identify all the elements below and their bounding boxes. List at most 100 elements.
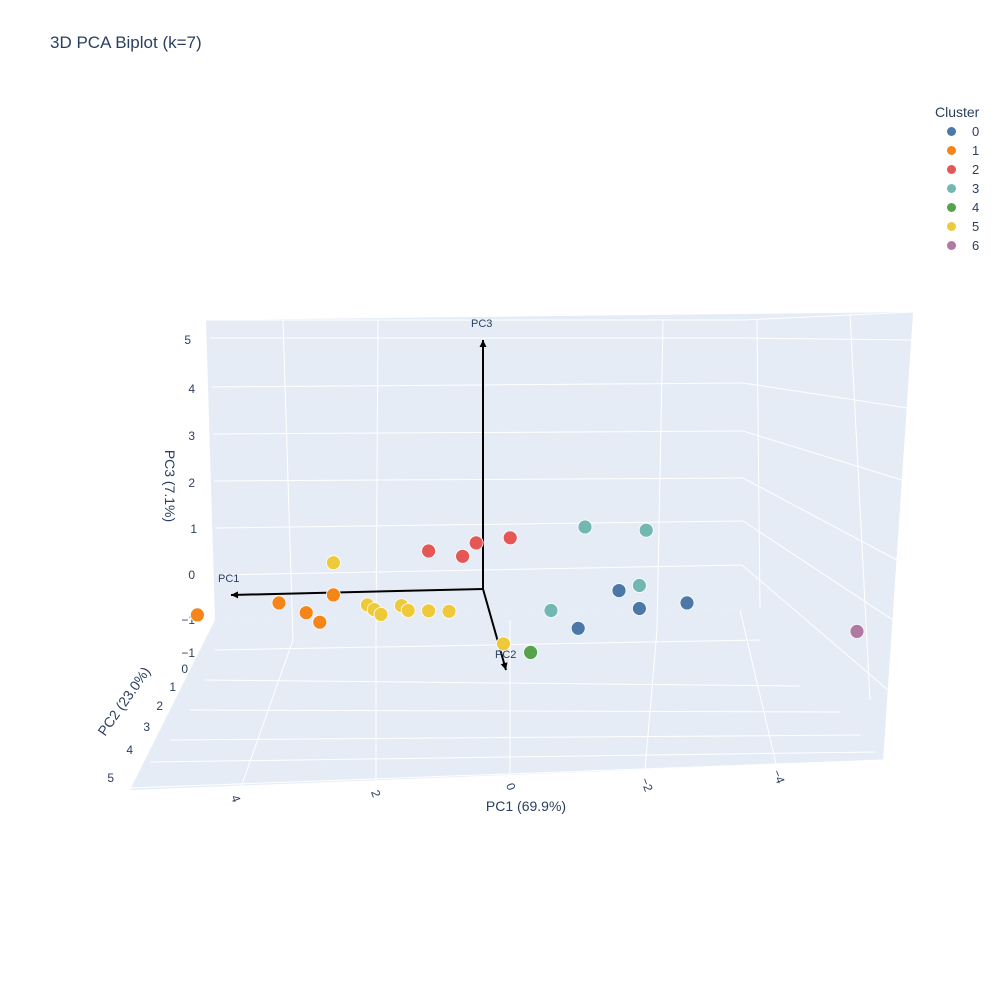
arrow-pc2: [482, 588, 507, 671]
legend-label: 2: [972, 162, 980, 177]
data-point-cluster-5: [441, 603, 457, 619]
arrowhead-pc2: [500, 662, 508, 670]
legend-item-cluster-4[interactable]: 4: [935, 198, 979, 217]
grid-line-x-back-4: [849, 313, 871, 701]
y-tick-label: 0: [181, 662, 188, 676]
grid-line-y-floor-2: [189, 709, 841, 713]
data-point-cluster-2: [468, 535, 484, 551]
z-tick-label: 5: [184, 333, 191, 347]
data-point-cluster-5: [495, 636, 511, 652]
z-tick-label: 3: [188, 429, 195, 443]
data-point-cluster-2: [421, 543, 437, 559]
grid-line-z-5: [214, 520, 744, 529]
data-point-cluster-1: [325, 587, 341, 603]
legend-marker: [947, 203, 956, 212]
legend-marker: [947, 241, 956, 250]
grid-line-side-5: [742, 520, 894, 621]
x-tick-label: 0: [503, 781, 519, 792]
z-tick-label: −1: [181, 646, 195, 660]
legend-item-cluster-0[interactable]: 0: [935, 122, 979, 141]
legend[interactable]: Cluster 0 1 2 3 4 5 6: [935, 104, 979, 255]
grid-line-x-back-1: [375, 319, 379, 631]
grid-line-side-6: [741, 564, 889, 691]
data-point-cluster-0: [570, 620, 586, 636]
y-tick-label: 4: [126, 743, 133, 757]
floor-plane: [130, 608, 883, 790]
data-point-cluster-5: [325, 555, 341, 571]
chart-title: 3D PCA Biplot (k=7): [50, 33, 202, 52]
x-tick-label: 2: [368, 788, 384, 799]
grid-line-y-floor-4: [149, 751, 876, 763]
legend-title: Cluster: [935, 104, 980, 120]
z-tick-label: 4: [188, 382, 195, 396]
data-point-cluster-1: [312, 614, 328, 630]
data-point-cluster-2: [502, 530, 518, 546]
legend-label: 4: [972, 200, 980, 215]
grid-line-y-floor-5: [129, 759, 884, 789]
data-point-cluster-0: [679, 595, 695, 611]
legend-item-cluster-1[interactable]: 1: [935, 141, 979, 160]
arrow-pc1: [230, 588, 484, 596]
data-point-cluster-0: [632, 601, 647, 616]
legend-item-cluster-6[interactable]: 6: [935, 236, 979, 255]
data-point-cluster-1: [271, 595, 287, 611]
grid-line-x-floor-3: [644, 629, 658, 771]
data-point-cluster-5: [421, 603, 437, 619]
grid-line-y-floor-0: [214, 639, 761, 651]
z-axis-title: PC3 (7.1%): [162, 450, 178, 522]
grid-line-z-3: [212, 430, 744, 435]
data-point-cluster-5: [373, 607, 389, 622]
legend-marker: [947, 127, 956, 136]
legend-item-cluster-2[interactable]: 2: [935, 160, 979, 179]
legend-marker: [947, 222, 956, 231]
y-tick-label: 2: [156, 699, 163, 713]
data-point-cluster-1: [189, 607, 205, 623]
x-tick-label: −2: [638, 776, 656, 794]
legend-item-cluster-5[interactable]: 5: [935, 217, 979, 236]
grid-line-z-2: [211, 382, 744, 388]
data-point-cluster-4: [523, 645, 538, 660]
grid-line-x-floor-4: [739, 609, 778, 769]
grid-line-side-3: [742, 430, 903, 481]
grid-line-z-4: [213, 477, 744, 482]
grid-line-z-6: [216, 564, 743, 576]
grid-line-x-back-2: [656, 319, 664, 631]
y-tick-label: 3: [143, 720, 150, 734]
grid-line-y-floor-3: [169, 734, 861, 741]
arrow-label-pc1: PC1: [218, 573, 239, 585]
data-point-cluster-0: [611, 583, 627, 598]
legend-label: 0: [972, 124, 980, 139]
data-point-cluster-3: [632, 578, 647, 593]
legend-marker: [947, 165, 956, 174]
data-point-cluster-5: [400, 603, 416, 618]
data-point-cluster-6: [849, 624, 865, 639]
y-tick-label: 1: [169, 680, 176, 694]
arrowhead-pc1: [231, 591, 239, 599]
grid-line-x-back-0: [282, 319, 294, 641]
grid-line-x-floor-0: [239, 639, 294, 791]
arrowhead-pc3: [479, 340, 487, 347]
legend-item-cluster-3[interactable]: 3: [935, 179, 979, 198]
arrow-label-pc3: PC3: [471, 318, 492, 330]
legend-marker: [947, 146, 956, 155]
data-point-cluster-3: [543, 603, 559, 618]
grid-line-side-4: [742, 477, 898, 561]
x-axis-title: PC1 (69.9%): [486, 798, 566, 814]
y-tick-label: 5: [107, 771, 114, 785]
data-point-cluster-1: [298, 605, 314, 621]
data-point-cluster-2: [455, 548, 471, 564]
z-tick-label: 2: [188, 476, 195, 490]
data-point-cluster-3: [638, 522, 654, 538]
legend-marker: [947, 184, 956, 193]
z-tick-label: 1: [190, 522, 197, 536]
legend-label: 5: [972, 219, 980, 234]
side-wall: [740, 312, 913, 760]
grid-line-x-back-3: [756, 319, 761, 609]
x-tick-label: −4: [770, 768, 788, 786]
z-tick-label: 0: [188, 568, 195, 582]
x-tick-label: 4: [228, 793, 244, 804]
grid-line-side-1: [744, 337, 913, 341]
back-wall: [206, 312, 913, 760]
grid-line-y-floor-1: [204, 679, 801, 687]
